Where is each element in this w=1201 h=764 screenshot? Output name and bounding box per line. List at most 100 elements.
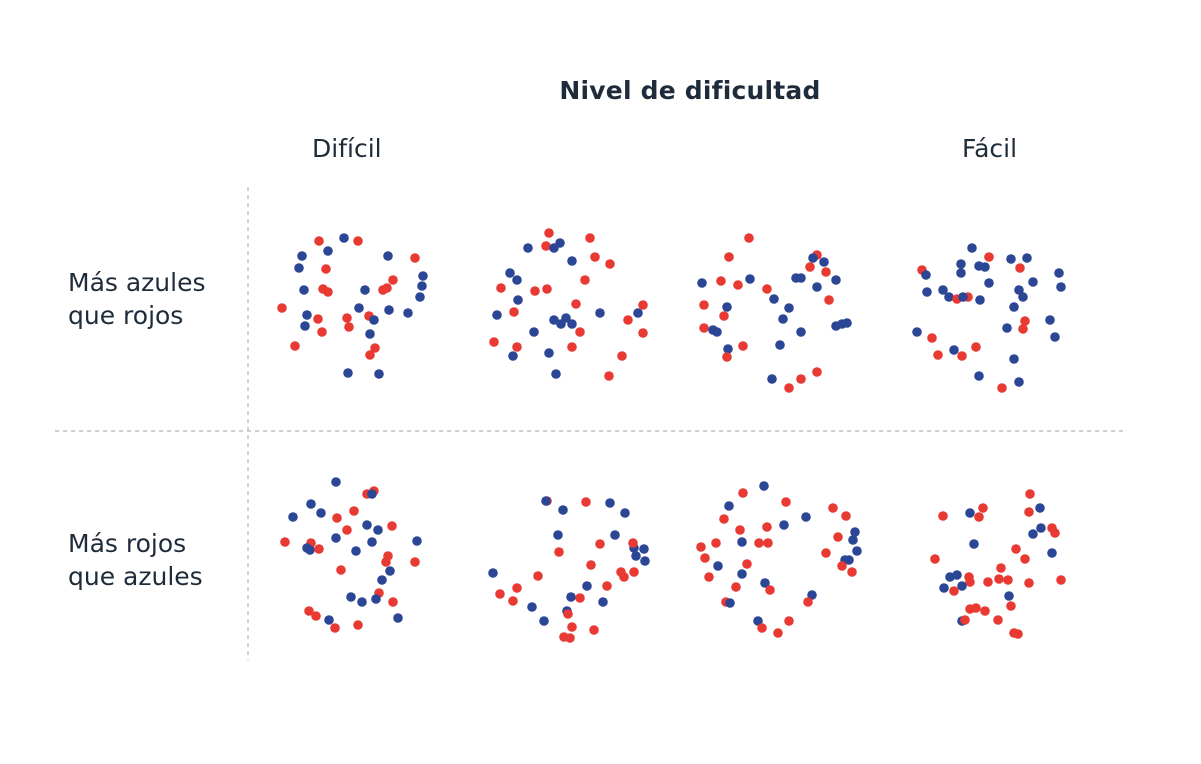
blue-dot (737, 537, 747, 547)
red-dot (744, 233, 754, 243)
blue-dot (302, 543, 312, 553)
red-dot (738, 341, 748, 351)
blue-dot (556, 319, 566, 329)
blue-dot (544, 348, 554, 358)
blue-dot (697, 278, 707, 288)
blue-dot (539, 616, 549, 626)
red-dot (821, 548, 831, 558)
blue-dot (492, 310, 502, 320)
red-dot (833, 532, 843, 542)
blue-dot (713, 561, 723, 571)
red-dot (628, 538, 638, 548)
blue-dot (595, 308, 605, 318)
blue-dot (1022, 253, 1032, 263)
red-dot (605, 259, 615, 269)
red-dot (567, 622, 577, 632)
red-dot (565, 633, 575, 643)
blue-dot (844, 555, 854, 565)
blue-dot (567, 256, 577, 266)
dot-panel-r1-c1 (488, 496, 650, 643)
blue-dot (796, 327, 806, 337)
blue-dot (367, 537, 377, 547)
red-dot (765, 585, 775, 595)
blue-dot (938, 285, 948, 295)
blue-dot (778, 314, 788, 324)
red-dot (1025, 489, 1035, 499)
blue-dot (339, 233, 349, 243)
red-dot (738, 488, 748, 498)
red-dot (841, 511, 851, 521)
blue-dot (1028, 277, 1038, 287)
blue-dot (723, 344, 733, 354)
blue-dot (640, 556, 650, 566)
blue-dot (508, 351, 518, 361)
red-dot (567, 342, 577, 352)
blue-dot (775, 340, 785, 350)
dot-panel-r0-c3 (912, 243, 1066, 393)
red-dot (370, 343, 380, 353)
blue-dot (384, 305, 394, 315)
red-dot (704, 572, 714, 582)
blue-dot (566, 592, 576, 602)
blue-dot (939, 583, 949, 593)
blue-dot (385, 566, 395, 576)
blue-dot (1004, 591, 1014, 601)
red-dot (332, 513, 342, 523)
blue-dot (1014, 377, 1024, 387)
blue-dot (300, 321, 310, 331)
red-dot (824, 295, 834, 305)
blue-dot (967, 243, 977, 253)
red-dot (742, 559, 752, 569)
red-dot (1003, 575, 1013, 585)
blue-dot (393, 613, 403, 623)
blue-dot (1009, 302, 1019, 312)
blue-dot (553, 530, 563, 540)
blue-dot (852, 546, 862, 556)
red-dot (719, 514, 729, 524)
row-label-more-blue: Más azules que rojos (68, 266, 206, 332)
red-dot (388, 597, 398, 607)
blue-dot (759, 481, 769, 491)
blue-dot (415, 292, 425, 302)
red-dot (512, 342, 522, 352)
blue-dot (371, 594, 381, 604)
blue-dot (1056, 282, 1066, 292)
red-dot (699, 323, 709, 333)
red-dot (781, 497, 791, 507)
red-dot (387, 521, 397, 531)
blue-dot (639, 544, 649, 554)
red-dot (1024, 578, 1034, 588)
red-dot (1020, 554, 1030, 564)
red-dot (638, 328, 648, 338)
blue-dot (373, 525, 383, 535)
red-dot (563, 609, 573, 619)
red-dot (1011, 544, 1021, 554)
red-dot (336, 565, 346, 575)
red-dot (821, 267, 831, 277)
red-dot (754, 538, 764, 548)
red-dot (277, 303, 287, 313)
red-dot (410, 253, 420, 263)
blue-dot (383, 251, 393, 261)
dot-panel-r0-c2 (697, 233, 852, 393)
blue-dot (558, 505, 568, 515)
blue-dot (1050, 332, 1060, 342)
blue-dot (1006, 254, 1016, 264)
red-dot (342, 525, 352, 535)
red-dot (1018, 324, 1028, 334)
blue-dot (1014, 285, 1024, 295)
blue-dot (957, 581, 967, 591)
blue-dot (1054, 268, 1064, 278)
blue-dot (302, 310, 312, 320)
red-dot (978, 503, 988, 513)
blue-dot (505, 268, 515, 278)
blue-dot (331, 533, 341, 543)
blue-dot (331, 477, 341, 487)
column-label-easy: Fácil (962, 134, 1018, 163)
blue-dot (377, 575, 387, 585)
red-dot (731, 582, 741, 592)
blue-dot (567, 319, 577, 329)
blue-dot (288, 512, 298, 522)
blue-dot (1047, 548, 1057, 558)
red-dot (997, 383, 1007, 393)
